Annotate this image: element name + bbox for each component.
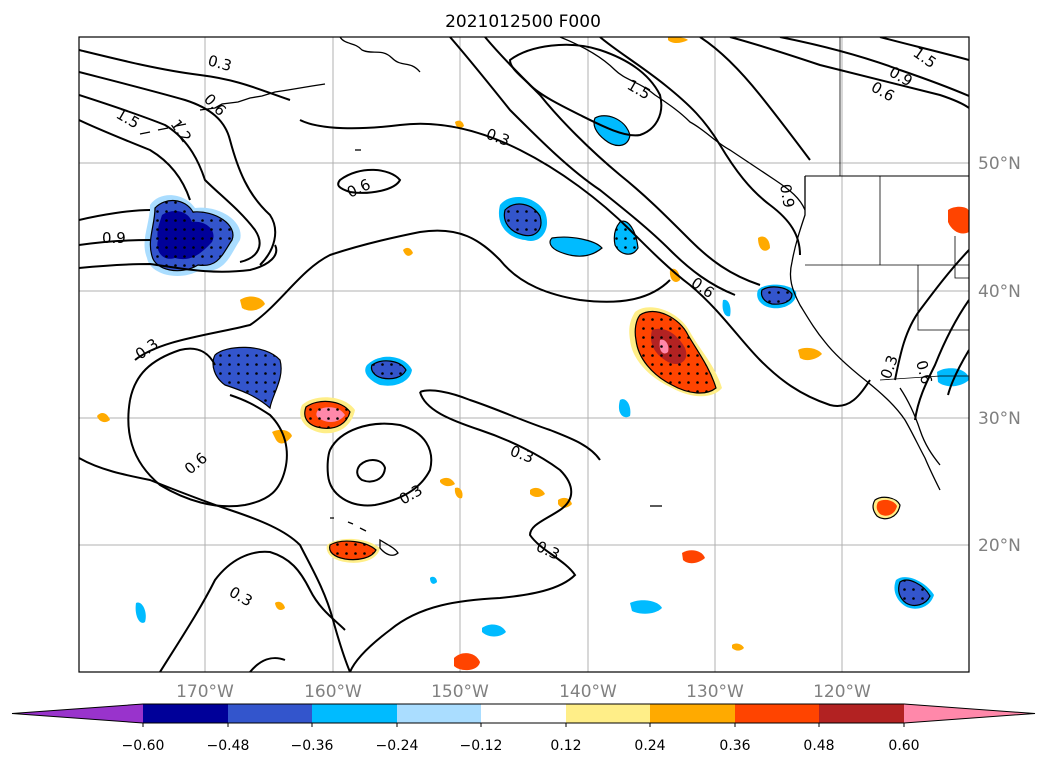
- significance-stippling: [150, 200, 930, 606]
- lat-label-30n: 30°N: [978, 409, 1021, 429]
- colorbar-tick-label: 0.36: [719, 738, 750, 754]
- colorbar-segment: [566, 704, 650, 723]
- colorbar-segment: [650, 704, 735, 723]
- contour-label: 0.6: [912, 358, 936, 386]
- colorbar-segment: [228, 704, 312, 723]
- colorbar-segment: [904, 704, 1035, 723]
- colorbar-segment: [735, 704, 819, 723]
- lon-label-120w: 120°W: [813, 682, 871, 702]
- colorbar-tick-label: −0.48: [207, 738, 250, 754]
- colorbar: [11, 703, 1036, 727]
- colorbar-tick-label: 0.60: [888, 738, 919, 754]
- colorbar-segment: [397, 704, 481, 723]
- latitude-labels: 50°N 40°N 30°N 20°N: [978, 154, 1021, 556]
- colorbar-tick-label: −0.12: [460, 738, 503, 754]
- colorbar-tick-label: 0.48: [803, 738, 834, 754]
- map-border: [78, 36, 970, 673]
- colorbar-tick-label: 0.12: [550, 738, 581, 754]
- contour-label: 0.9: [102, 229, 126, 247]
- colorbar-labels: −0.60 −0.48 −0.36 −0.24 −0.12 0.12 0.24 …: [122, 738, 920, 754]
- lon-label-150w: 150°W: [431, 682, 489, 702]
- colorbar-segment: [143, 704, 228, 723]
- contour-label: 0.3: [206, 51, 234, 75]
- colorbar-tick-label: −0.24: [376, 738, 419, 754]
- lon-label-140w: 140°W: [559, 682, 617, 702]
- longitude-labels: 170°W 160°W 150°W 140°W 130°W 120°W: [176, 682, 871, 702]
- anomaly-outlines: [149, 115, 931, 606]
- lon-label-170w: 170°W: [176, 682, 234, 702]
- colorbar-tick-label: −0.36: [291, 738, 334, 754]
- gridlines: [79, 37, 969, 672]
- lat-label-50n: 50°N: [978, 154, 1021, 174]
- contour-lines: [79, 37, 969, 672]
- colorbar-segment: [481, 704, 566, 723]
- map-title: 2021012500 F000: [445, 12, 601, 32]
- colorbar-tick-label: 0.24: [634, 738, 665, 754]
- lat-label-20n: 20°N: [978, 536, 1021, 556]
- coastlines: [139, 37, 969, 556]
- contour-label: 0.9: [776, 183, 798, 210]
- lat-label-40n: 40°N: [978, 282, 1021, 302]
- lon-label-160w: 160°W: [304, 682, 362, 702]
- colorbar-tick-label: −0.60: [122, 738, 165, 754]
- colorbar-segment: [819, 704, 904, 723]
- lon-label-130w: 130°W: [686, 682, 744, 702]
- colorbar-segment: [312, 704, 397, 723]
- colorbar-segment: [12, 704, 143, 723]
